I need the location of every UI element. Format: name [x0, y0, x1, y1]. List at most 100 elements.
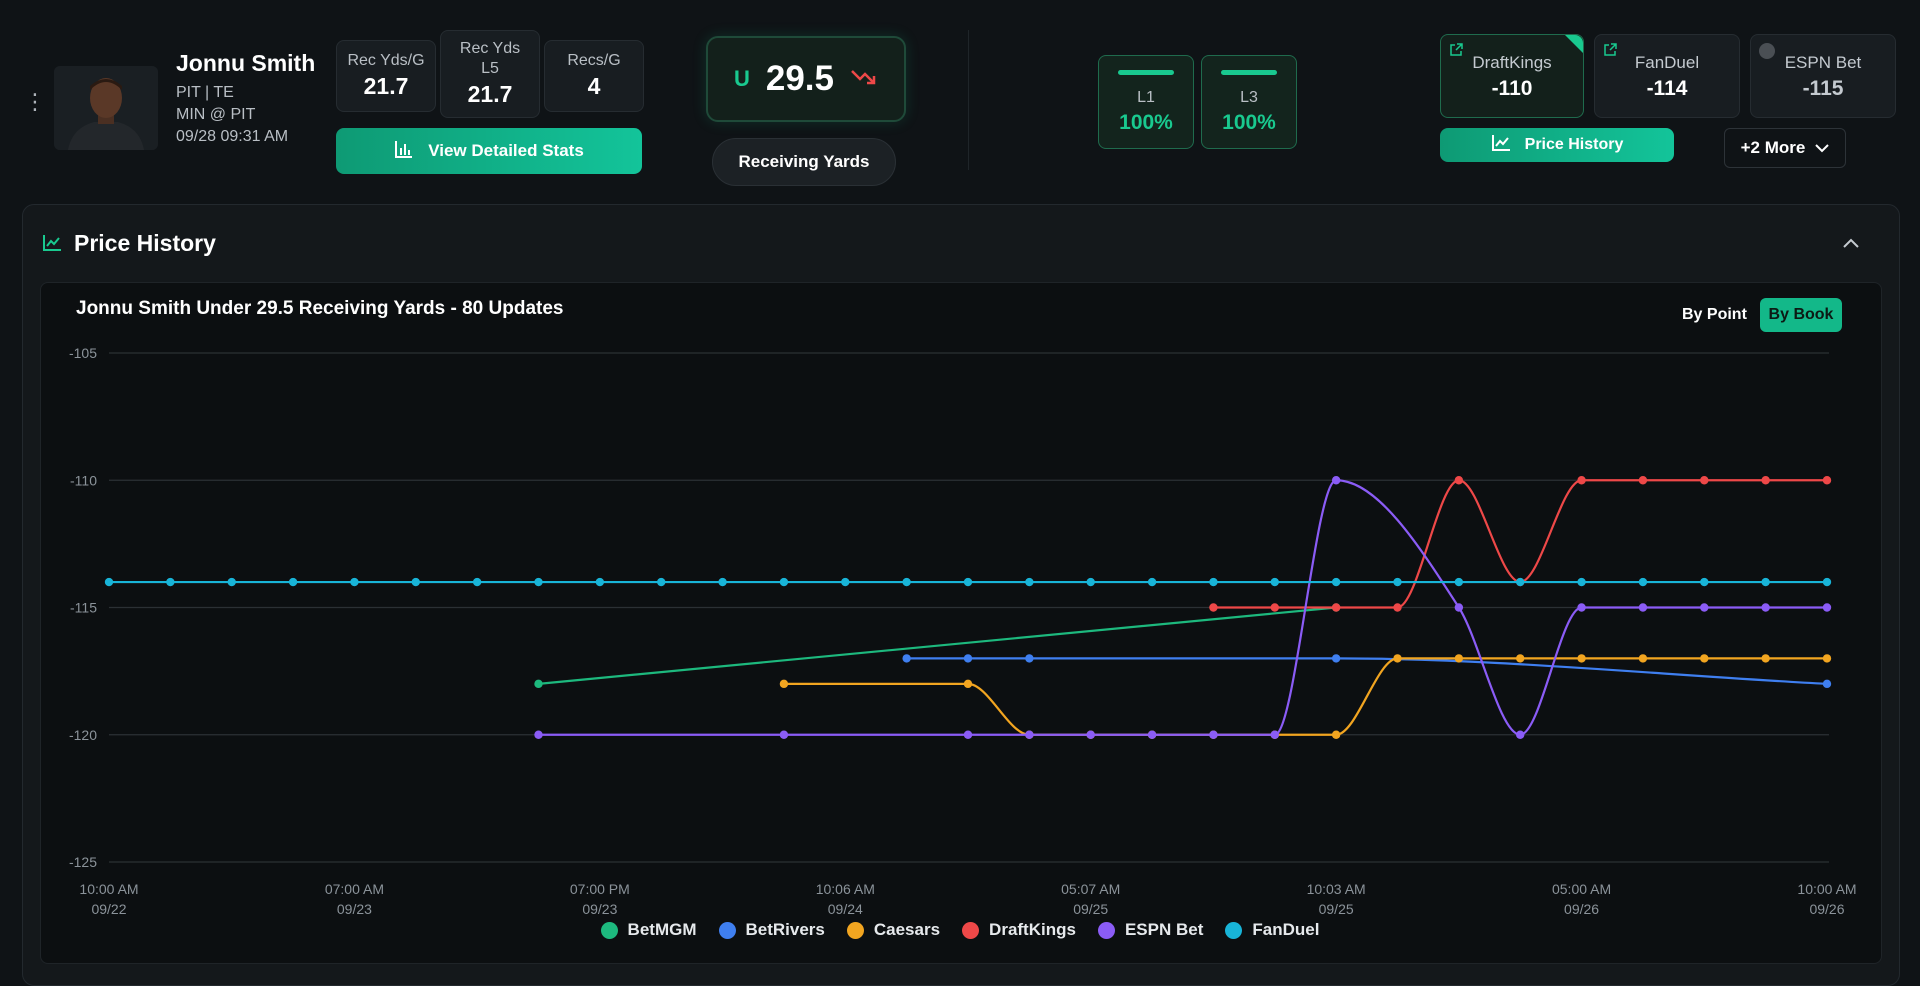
- legend-label: FanDuel: [1252, 920, 1320, 939]
- data-point-caesars: [1454, 654, 1464, 663]
- data-point-draftkings: [1577, 476, 1586, 485]
- data-point-espn-bet: [1270, 730, 1279, 739]
- data-point-espn-bet: [1025, 730, 1034, 739]
- kebab-menu-icon[interactable]: ⋮: [24, 89, 46, 114]
- legend-swatch: [962, 921, 980, 939]
- data-point-draftkings: [1393, 603, 1402, 612]
- data-point-fanduel: [534, 577, 543, 587]
- data-point-fanduel: [595, 577, 605, 587]
- stat-value: 4: [587, 73, 601, 99]
- legend-item[interactable]: Caesars: [846, 920, 940, 940]
- by-point-toggle[interactable]: By Point: [1682, 306, 1747, 323]
- data-point-betmgm: [534, 679, 543, 689]
- hit-rate-value: 100%: [1222, 111, 1276, 134]
- by-book-toggle[interactable]: By Book: [1760, 298, 1842, 332]
- external-link-icon[interactable]: [1449, 43, 1463, 62]
- more-books-dropdown[interactable]: +2 More: [1724, 128, 1846, 168]
- stat-recs-per-game: Recs/G 4: [544, 40, 644, 112]
- data-point-fanduel: [288, 577, 298, 587]
- data-point-espn-bet: [1822, 603, 1832, 612]
- panel-title: Price History: [74, 230, 216, 256]
- x-tick-label: 07:00 AM: [325, 881, 384, 897]
- data-point-caesars: [1331, 730, 1341, 739]
- data-point-fanduel: [657, 577, 666, 587]
- y-tick-label: -110: [70, 472, 97, 488]
- data-point-espn-bet: [1761, 603, 1770, 612]
- data-point-fanduel: [1577, 577, 1586, 587]
- data-point-fanduel: [779, 577, 789, 587]
- data-point-betrivers: [1331, 654, 1341, 663]
- data-point-draftkings: [1331, 603, 1341, 612]
- bar-chart-icon: [394, 139, 414, 164]
- legend-label: BetRivers: [745, 920, 825, 939]
- data-point-betrivers: [963, 654, 973, 663]
- line-chart-icon: [42, 234, 62, 257]
- data-point-fanduel: [902, 577, 911, 587]
- legend-swatch: [718, 921, 736, 939]
- view-detailed-stats-button[interactable]: View Detailed Stats: [336, 128, 642, 174]
- stat-value: 21.7: [467, 81, 513, 107]
- data-point-espn-bet: [779, 730, 789, 739]
- book-fanduel[interactable]: FanDuel -114: [1594, 34, 1740, 118]
- market-pill[interactable]: Receiving Yards: [712, 138, 896, 186]
- book-name: ESPN Bet: [1784, 53, 1862, 72]
- stat-label-sub: L5: [481, 60, 499, 77]
- data-point-caesars: [1822, 654, 1832, 663]
- hit-rate-label: L1: [1137, 89, 1155, 106]
- data-point-caesars: [779, 679, 789, 689]
- data-point-espn-bet: [1454, 603, 1464, 612]
- book-odds: -110: [1491, 77, 1533, 100]
- legend-item[interactable]: BetMGM: [600, 920, 697, 940]
- legend-item[interactable]: BetRivers: [718, 920, 825, 940]
- data-point-espn-bet: [534, 730, 543, 739]
- data-point-draftkings: [1700, 476, 1709, 485]
- data-point-espn-bet: [1638, 603, 1648, 612]
- trend-down-icon: [850, 66, 878, 93]
- data-point-fanduel: [1025, 577, 1034, 587]
- book-odds: -114: [1646, 77, 1688, 100]
- data-point-fanduel: [1209, 577, 1218, 587]
- data-point-fanduel: [472, 577, 482, 587]
- y-tick-label: -115: [70, 600, 97, 616]
- chart-legend: BetMGM BetRivers Caesars DraftKings ESPN Bet…: [0, 920, 1920, 940]
- data-point-espn-bet: [963, 730, 973, 739]
- series-line-betmgm: [538, 606, 1337, 685]
- data-point-fanduel: [1700, 577, 1709, 587]
- legend-item[interactable]: DraftKings: [962, 920, 1076, 940]
- more-books-label: +2 More: [1740, 138, 1806, 157]
- player-team-position: PIT | TE: [176, 84, 234, 101]
- data-point-fanduel: [718, 577, 727, 587]
- data-point-draftkings: [1638, 476, 1648, 485]
- y-tick-label: -105: [69, 345, 97, 361]
- x-tick-label: 05:07 AM: [1061, 881, 1120, 897]
- hit-rate-l1: L1 100%: [1098, 55, 1194, 149]
- collapse-chevron-up-icon[interactable]: [1842, 236, 1860, 254]
- line-display: U 29.5: [706, 36, 906, 122]
- data-point-fanduel: [411, 577, 420, 587]
- data-point-caesars: [1700, 654, 1709, 663]
- legend-item[interactable]: ESPN Bet: [1097, 920, 1203, 940]
- stat-label: Rec Yds: [459, 40, 521, 57]
- x-tick-label: 05:00 AM: [1552, 881, 1611, 897]
- series-line-draftkings: [1213, 479, 1827, 609]
- price-history-button[interactable]: Price History: [1440, 128, 1674, 162]
- hit-rate-bar: [1221, 70, 1277, 75]
- external-link-icon[interactable]: [1603, 43, 1617, 62]
- x-tick-date-label: 09/26: [1564, 901, 1599, 917]
- x-tick-label: 10:06 AM: [816, 881, 875, 897]
- line-chart-icon: [1491, 134, 1511, 157]
- book-espn-bet[interactable]: ESPN Bet -115: [1750, 34, 1896, 118]
- book-draftkings[interactable]: DraftKings -110: [1440, 34, 1584, 118]
- series-line-espn-bet: [538, 479, 1827, 736]
- x-tick-label: 07:00 PM: [570, 881, 630, 897]
- hit-rate-bar: [1118, 70, 1174, 75]
- hit-rate-label: L3: [1240, 89, 1258, 106]
- data-point-fanduel: [1393, 577, 1402, 587]
- legend-item[interactable]: FanDuel: [1225, 920, 1319, 940]
- header-divider: [968, 30, 969, 170]
- legend-label: DraftKings: [989, 920, 1076, 939]
- data-point-espn-bet: [1516, 730, 1525, 739]
- x-tick-label: 10:00 AM: [1797, 881, 1856, 897]
- x-tick-date-label: 09/26: [1809, 901, 1844, 917]
